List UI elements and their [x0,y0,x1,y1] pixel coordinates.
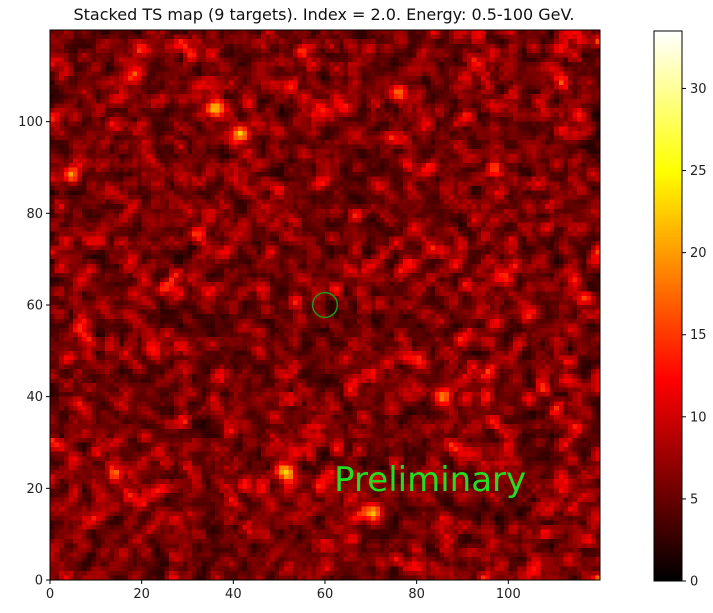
ts-heatmap-image [50,30,600,580]
heatmap-area [49,29,601,581]
y-tick-label: 100 [18,115,43,130]
colorbar-tick-label: 15 [690,328,707,343]
x-tick-label: 100 [496,587,521,602]
colorbar-frame [653,30,683,582]
x-tick-label: 80 [408,587,425,602]
y-axis: 0 20 40 60 80 100 [18,115,50,589]
x-axis: 0 20 40 60 80 100 [46,580,521,602]
colorbar-tick-label: 25 [690,164,707,179]
chart-title: Stacked TS map (9 targets). Index = 2.0.… [74,5,575,24]
y-tick-label: 60 [26,299,43,314]
y-tick-label: 0 [35,574,43,589]
y-tick-label: 80 [26,207,43,222]
colorbar-ticks: 0 5 10 15 20 25 30 [682,82,707,590]
x-tick-label: 20 [133,587,150,602]
target-circle-marker [311,291,339,319]
colorbar: 0 5 10 15 20 25 30 [653,30,707,590]
colorbar-tick-label: 5 [690,492,698,507]
colorbar-gradient [654,31,682,581]
colorbar-tick-label: 10 [690,410,707,425]
y-tick-label: 20 [26,482,43,497]
colorbar-tick-label: 0 [690,575,698,590]
y-tick-label: 40 [26,390,43,405]
x-tick-label: 60 [317,587,334,602]
preliminary-label: Preliminary [334,460,526,500]
x-tick-label: 40 [225,587,242,602]
colorbar-tick-label: 20 [690,246,707,261]
x-tick-label: 0 [46,587,54,602]
colorbar-tick-label: 30 [690,82,707,97]
